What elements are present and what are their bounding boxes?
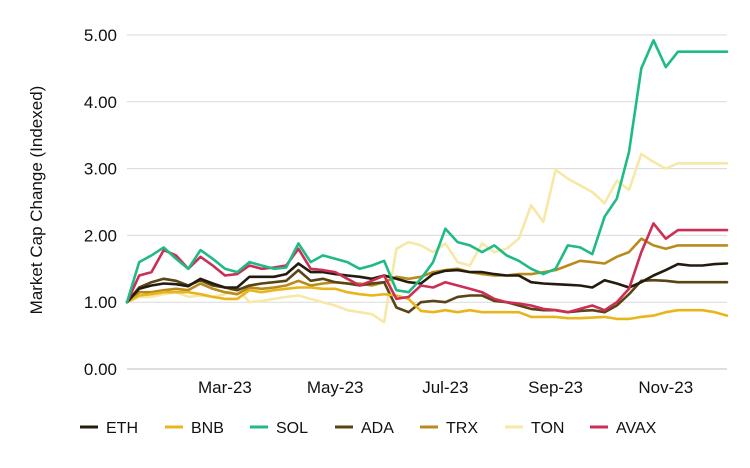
- legend-label: BNB: [191, 420, 224, 437]
- y-tick-label: 1.00: [84, 293, 117, 312]
- y-tick-label: 0.00: [84, 360, 117, 379]
- legend-item-sol: SOL: [250, 420, 308, 437]
- x-tick-label: Jul-23: [422, 378, 468, 397]
- legend-label: SOL: [276, 420, 308, 437]
- y-tick-label: 5.00: [84, 26, 117, 45]
- y-tick-label: 2.00: [84, 226, 117, 245]
- legend-item-bnb: BNB: [165, 420, 224, 437]
- legend-item-avax: AVAX: [590, 420, 657, 437]
- legend: ETH BNB SOL ADA TRX TON AVAX: [80, 420, 657, 437]
- y-tick-label: 3.00: [84, 160, 117, 179]
- legend-label: TRX: [446, 420, 478, 437]
- series-line-eth: [125, 262, 729, 304]
- y-tick-labels: 0.00 1.00 2.00 3.00 4.00 5.00: [84, 26, 117, 379]
- series-line-trx: [125, 237, 729, 304]
- legend-label: AVAX: [616, 420, 657, 437]
- x-tick-label: Nov-23: [638, 378, 693, 397]
- y-tick-label: 4.00: [84, 93, 117, 112]
- gridlines: [127, 34, 727, 303]
- legend-item-ton: TON: [505, 420, 564, 437]
- legend-item-ada: ADA: [335, 420, 394, 437]
- series-line-bnb: [125, 286, 729, 321]
- x-tick-label: May-23: [307, 378, 364, 397]
- legend-item-eth: ETH: [80, 420, 138, 437]
- x-tick-labels: Mar-23 May-23 Jul-23 Sep-23 Nov-23: [198, 378, 693, 397]
- legend-label: ADA: [361, 420, 394, 437]
- legend-label: TON: [531, 420, 564, 437]
- series-line-sol: [125, 38, 729, 304]
- legend-item-trx: TRX: [420, 420, 478, 437]
- legend-label: ETH: [106, 420, 138, 437]
- x-tick-label: Sep-23: [528, 378, 583, 397]
- y-axis-title: Market Cap Change (Indexed): [27, 86, 46, 315]
- series-line-avax: [125, 222, 729, 314]
- x-tick-label: Mar-23: [198, 378, 252, 397]
- series-lines: [125, 38, 729, 324]
